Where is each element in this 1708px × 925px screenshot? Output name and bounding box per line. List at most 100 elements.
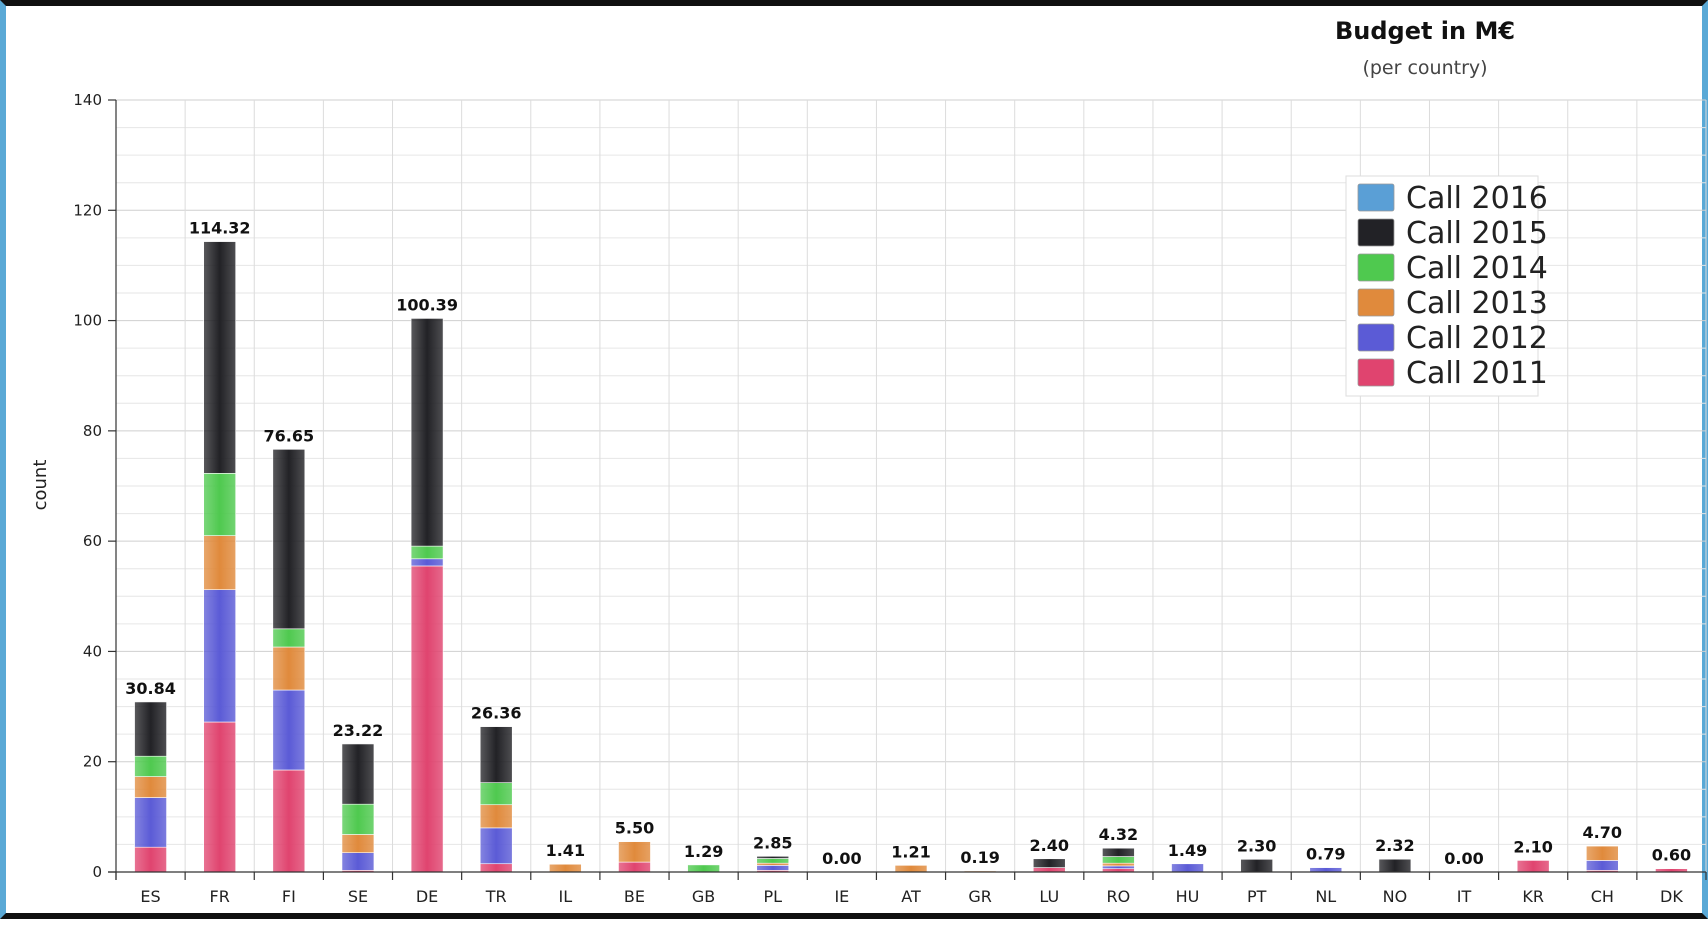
bar-segment-tr-call-2012 xyxy=(479,827,513,865)
bar-segment-tr-call-2015 xyxy=(479,726,513,783)
bar-segment-hu-call-2012 xyxy=(1171,863,1204,873)
bar-segment-tr-call-2011 xyxy=(479,863,513,873)
bar-segment-es-call-2013 xyxy=(134,776,167,798)
bar-segment-ro-call-2013 xyxy=(1102,862,1135,867)
total-labels: 30.84 114.32 76.65 23.22 100.39 26.36 1.41 5.50… xyxy=(125,219,1691,868)
bar-segment-es-call-2011 xyxy=(134,846,167,873)
x-tick-label-gr: GR xyxy=(968,887,992,906)
y-tick-label: 100 xyxy=(73,312,102,330)
x-tick-label-be: BE xyxy=(624,887,645,906)
bar-segment-lu-call-2011 xyxy=(1032,867,1066,873)
x-tick-label-fi: FI xyxy=(282,887,296,906)
bar-segment-pt-call-2015 xyxy=(1240,859,1273,873)
total-label-fr: 114.32 xyxy=(189,219,251,238)
total-label-ro: 4.32 xyxy=(1099,825,1138,844)
total-label-lu: 2.40 xyxy=(1030,836,1069,855)
bar-segment-kr-call-2011 xyxy=(1516,860,1550,873)
bar-segment-es-call-2015 xyxy=(134,701,167,757)
legend-swatch-call-2014 xyxy=(1357,253,1395,282)
legend-swatch-call-2016 xyxy=(1357,183,1395,212)
legend-label-call-2013: Call 2013 xyxy=(1406,286,1548,321)
chart-title: Budget in M€ xyxy=(1335,17,1515,45)
legend-label-call-2015: Call 2015 xyxy=(1406,216,1548,251)
x-tick-label-lu: LU xyxy=(1039,887,1059,906)
total-label-pl: 2.85 xyxy=(753,833,792,852)
x-tick-label-dk: DK xyxy=(1660,887,1683,906)
bar-segment-ch-call-2013 xyxy=(1586,845,1619,861)
bar-segment-be-call-2013 xyxy=(618,841,651,863)
x-tick-label-pt: PT xyxy=(1247,887,1267,906)
bar-segment-fr-call-2014 xyxy=(203,473,236,536)
bar-segment-pl-call-2015 xyxy=(756,855,790,859)
bar-segment-ch-call-2012 xyxy=(1586,860,1619,871)
legend-label-call-2011: Call 2011 xyxy=(1406,356,1548,391)
bar-segment-se-call-2012 xyxy=(341,852,375,871)
x-tick-label-se: SE xyxy=(348,887,368,906)
bar-segment-fr-call-2011 xyxy=(203,721,236,873)
bar-segment-lu-call-2015 xyxy=(1032,858,1066,868)
total-label-ie: 0.00 xyxy=(822,849,861,868)
legend-label-call-2012: Call 2012 xyxy=(1406,321,1548,356)
y-tick-label: 120 xyxy=(73,201,102,219)
bar-segment-pl-call-2014 xyxy=(756,858,790,864)
bar-segment-fr-call-2015 xyxy=(203,241,236,474)
bar-segment-ro-call-2012 xyxy=(1102,865,1135,869)
total-label-it: 0.00 xyxy=(1444,849,1483,868)
legend-swatch-call-2011 xyxy=(1357,358,1395,387)
x-tick-label-ch: CH xyxy=(1591,887,1614,906)
chart-canvas: 0 20 40 60 80 100 120 140 ES FR FI SE DE TR IL BE GB PL IE… xyxy=(30,17,1707,906)
x-tick-label-ro: RO xyxy=(1107,887,1131,906)
x-tick-label-fr: FR xyxy=(210,887,230,906)
total-label-gr: 0.19 xyxy=(960,848,999,867)
total-label-tr: 26.36 xyxy=(471,704,522,723)
bar-segment-nl-call-2012 xyxy=(1309,867,1343,873)
bar-segment-tr-call-2014 xyxy=(479,782,513,806)
y-tick-label: 20 xyxy=(83,753,102,771)
x-tick-label-il: IL xyxy=(559,887,573,906)
total-label-fi: 76.65 xyxy=(264,426,315,445)
legend-swatch-call-2013 xyxy=(1357,288,1395,317)
bar-segment-fr-call-2013 xyxy=(203,535,236,590)
chart-subtitle: (per country) xyxy=(1362,57,1487,79)
x-tick-label-nl: NL xyxy=(1315,887,1336,906)
x-tick-label-no: NO xyxy=(1383,887,1408,906)
total-label-no: 2.32 xyxy=(1375,836,1414,855)
bar-segment-at-call-2013 xyxy=(894,865,928,873)
bar-segment-fi-call-2014 xyxy=(272,628,306,648)
bar-segment-il-call-2013 xyxy=(549,863,582,873)
x-tick-label-kr: KR xyxy=(1522,887,1544,906)
total-label-il: 1.41 xyxy=(546,841,585,860)
bar-segment-fi-call-2012 xyxy=(272,689,306,771)
bar-segment-fi-call-2011 xyxy=(272,769,306,873)
bar-segment-pl-call-2013 xyxy=(756,862,790,866)
total-label-nl: 0.79 xyxy=(1306,845,1345,864)
x-tick-label-ie: IE xyxy=(834,887,849,906)
y-tick-label: 40 xyxy=(83,642,102,660)
bar-segment-es-call-2012 xyxy=(134,797,167,848)
bar-segment-se-call-2013 xyxy=(341,834,375,854)
total-label-kr: 2.10 xyxy=(1513,837,1552,856)
total-label-hu: 1.49 xyxy=(1168,841,1207,860)
bar-segment-de-call-2011 xyxy=(410,565,444,873)
x-tick-label-es: ES xyxy=(140,887,160,906)
y-tick-label: 60 xyxy=(83,532,102,550)
bar-segment-fr-call-2012 xyxy=(203,589,236,723)
bar-segment-fi-call-2013 xyxy=(272,646,306,691)
bar-segment-se-call-2014 xyxy=(341,803,375,835)
legend-swatch-call-2012 xyxy=(1357,323,1395,352)
x-tick-label-gb: GB xyxy=(692,887,715,906)
bar-segment-tr-call-2013 xyxy=(479,804,513,829)
total-label-dk: 0.60 xyxy=(1652,846,1691,865)
bars-group xyxy=(134,241,1688,873)
legend-swatch-call-2015 xyxy=(1357,218,1395,247)
total-label-de: 100.39 xyxy=(396,295,458,314)
x-tick-label-pl: PL xyxy=(763,887,782,906)
y-tick-label: 0 xyxy=(92,863,102,881)
bar-segment-de-call-2015 xyxy=(410,318,444,547)
bar-segment-de-call-2012 xyxy=(410,558,444,567)
x-tick-label-tr: TR xyxy=(485,887,507,906)
total-label-ch: 4.70 xyxy=(1583,823,1622,842)
bar-segment-se-call-2015 xyxy=(341,743,375,805)
bar-segment-fi-call-2015 xyxy=(272,449,306,630)
